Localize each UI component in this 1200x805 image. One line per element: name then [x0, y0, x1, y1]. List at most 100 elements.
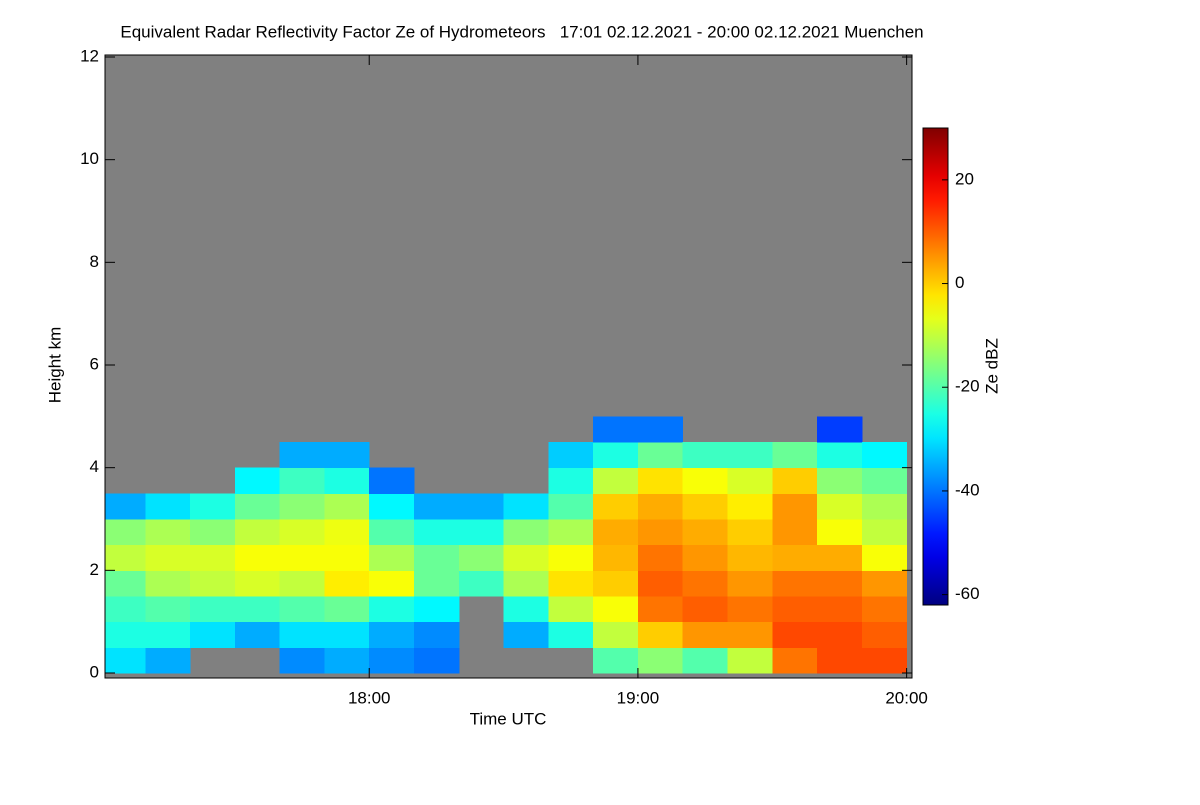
heatmap-cell [682, 493, 728, 520]
y-tick-label: 0 [90, 662, 99, 681]
heatmap-cell [772, 596, 818, 623]
heatmap [105, 416, 908, 674]
heatmap-cell [414, 647, 460, 674]
heatmap-cell [548, 519, 594, 546]
heatmap-cell [637, 493, 684, 520]
y-tick-label: 4 [90, 457, 99, 476]
heatmap-cell [503, 493, 549, 520]
heatmap-cell [503, 544, 549, 571]
heatmap-cell [593, 544, 639, 571]
heatmap-cell [369, 596, 415, 623]
x-axis-label: Time UTC [470, 709, 547, 728]
heatmap-cell [369, 621, 415, 648]
heatmap-cell [548, 493, 594, 520]
heatmap-cell [105, 519, 146, 546]
colorbar-tick-label: -60 [955, 584, 980, 603]
heatmap-cell [682, 596, 728, 623]
colorbar-tick-label: -20 [955, 377, 980, 396]
heatmap-cell [817, 596, 863, 623]
heatmap-cell [105, 493, 146, 520]
heatmap-cell [234, 570, 281, 597]
heatmap-cell [861, 621, 908, 648]
heatmap-cell [324, 519, 370, 546]
heatmap-cell [190, 519, 236, 546]
heatmap-cell [105, 596, 146, 623]
heatmap-cell [772, 621, 818, 648]
heatmap-cell [279, 493, 325, 520]
heatmap-cell [190, 544, 236, 571]
heatmap-cell [637, 416, 684, 443]
x-tick-label: 18:00 [348, 688, 391, 707]
heatmap-cell [772, 647, 818, 674]
heatmap-cell [414, 519, 460, 546]
heatmap-cell [817, 544, 863, 571]
heatmap-cell [145, 621, 191, 648]
heatmap-cell [861, 442, 908, 469]
heatmap-cell [369, 519, 415, 546]
heatmap-cell [548, 570, 594, 597]
heatmap-cell [861, 493, 908, 520]
heatmap-cell [861, 596, 908, 623]
heatmap-cell [414, 493, 460, 520]
plot-frame [104, 54, 913, 679]
heatmap-cell [548, 596, 594, 623]
heatmap-cell [593, 442, 639, 469]
heatmap-cell [190, 596, 236, 623]
heatmap-cell [861, 570, 908, 597]
y-axis-label: Height km [45, 327, 64, 404]
heatmap-cell [414, 570, 460, 597]
heatmap-cell [682, 467, 728, 494]
x-tick-label: 19:00 [617, 688, 660, 707]
heatmap-cell [458, 493, 505, 520]
heatmap-cell [682, 570, 728, 597]
heatmap-cell [503, 570, 549, 597]
heatmap-cell [458, 570, 505, 597]
heatmap-cell [503, 596, 549, 623]
heatmap-cell [279, 621, 325, 648]
heatmap-cell [637, 647, 684, 674]
heatmap-cell [369, 467, 415, 494]
heatmap-cell [682, 519, 728, 546]
y-tick-label: 8 [90, 252, 99, 271]
heatmap-cell [817, 570, 863, 597]
heatmap-cell [682, 442, 728, 469]
heatmap-cell [324, 596, 370, 623]
heatmap-cell [458, 544, 505, 571]
heatmap-cell [369, 570, 415, 597]
heatmap-cell [817, 442, 863, 469]
heatmap-cell [324, 621, 370, 648]
heatmap-cell [234, 519, 281, 546]
heatmap-cell [414, 544, 460, 571]
heatmap-cell [279, 519, 325, 546]
heatmap-cell [637, 621, 684, 648]
heatmap-cell [190, 570, 236, 597]
heatmap-cell [548, 621, 594, 648]
heatmap-cell [593, 493, 639, 520]
heatmap-cell [279, 442, 325, 469]
heatmap-cell [772, 442, 818, 469]
heatmap-cell [861, 647, 908, 674]
heatmap-cell [234, 621, 281, 648]
heatmap-cell [637, 519, 684, 546]
heatmap-cell [637, 442, 684, 469]
heatmap-cell [727, 570, 773, 597]
heatmap-cell [324, 467, 370, 494]
heatmap-cell [105, 647, 146, 674]
heatmap-cell [324, 442, 370, 469]
heatmap-cell [817, 621, 863, 648]
heatmap-cell [548, 544, 594, 571]
heatmap-cell [861, 544, 908, 571]
heatmap-cell [682, 647, 728, 674]
heatmap-cell [324, 570, 370, 597]
heatmap-cell [324, 493, 370, 520]
heatmap-cell [145, 596, 191, 623]
heatmap-cell [105, 621, 146, 648]
heatmap-cell [279, 570, 325, 597]
heatmap-cell [593, 416, 639, 443]
heatmap-cell [593, 621, 639, 648]
heatmap-cell [145, 519, 191, 546]
heatmap-cell [861, 467, 908, 494]
heatmap-cell [637, 544, 684, 571]
heatmap-cell [637, 467, 684, 494]
